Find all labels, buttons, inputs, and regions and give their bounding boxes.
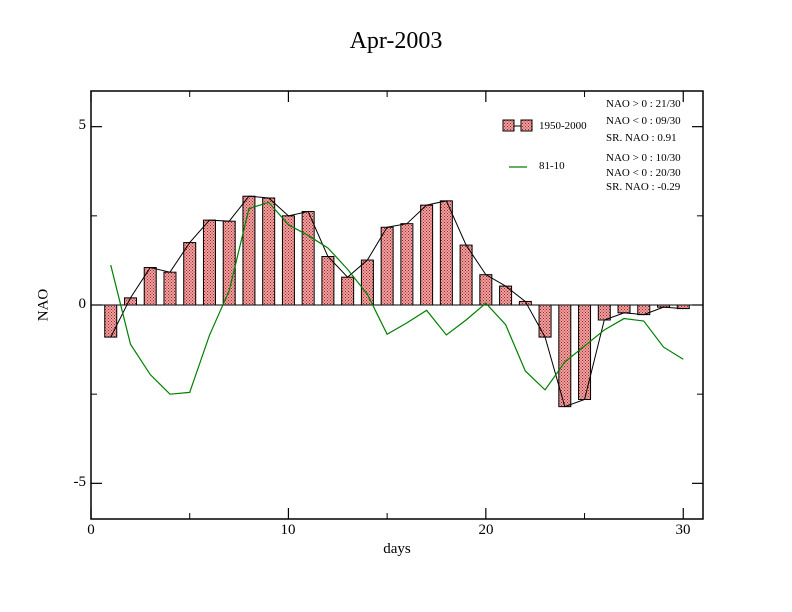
- bar: [163, 271, 177, 306]
- stat-annotation: NAO > 0 : 10/30: [606, 152, 681, 164]
- stat-annotation: NAO < 0 : 20/30: [606, 167, 681, 179]
- legend-label-bars: 1950-2000: [539, 120, 587, 132]
- bar: [400, 223, 414, 306]
- bar: [479, 274, 493, 306]
- bar: [617, 304, 631, 314]
- series-line-81-10: [110, 201, 684, 395]
- bar-top-line: [110, 195, 684, 408]
- x-tick-label: 20: [478, 522, 494, 538]
- bar: [222, 220, 236, 306]
- y-tick-label: 0: [78, 296, 87, 312]
- bar: [262, 197, 276, 306]
- y-tick-label: 5: [78, 117, 87, 133]
- bar: [281, 215, 295, 306]
- bar: [459, 244, 473, 306]
- bar: [202, 219, 216, 306]
- bar: [301, 211, 315, 306]
- x-axis-label: days: [383, 541, 411, 557]
- bar: [321, 255, 335, 306]
- bar: [183, 242, 197, 306]
- legend-label-line: 81-10: [539, 160, 565, 172]
- y-tick-label: -5: [73, 474, 87, 490]
- stat-annotation: NAO > 0 : 21/30: [606, 98, 681, 110]
- x-tick-label: 30: [675, 522, 691, 538]
- stat-annotation: SR. NAO : -0.29: [606, 181, 681, 193]
- legend-bar-swatch: [520, 119, 533, 132]
- bar: [439, 200, 453, 306]
- bar: [597, 304, 611, 321]
- x-tick-label: 0: [87, 522, 95, 538]
- bar: [538, 304, 552, 338]
- bar: [341, 276, 355, 306]
- bar: [578, 304, 592, 401]
- stat-annotation: SR. NAO : 0.91: [606, 132, 677, 144]
- stat-annotation: NAO < 0 : 09/30: [606, 115, 681, 127]
- bar: [420, 204, 434, 306]
- y-axis-label: NAO: [35, 288, 52, 322]
- chart-title: Apr-2003: [349, 28, 443, 54]
- bar: [380, 226, 394, 306]
- legend-bar-swatch: [502, 119, 515, 132]
- bar: [242, 195, 256, 306]
- x-tick-label: 10: [280, 522, 296, 538]
- bar: [360, 259, 374, 306]
- bar: [104, 304, 118, 338]
